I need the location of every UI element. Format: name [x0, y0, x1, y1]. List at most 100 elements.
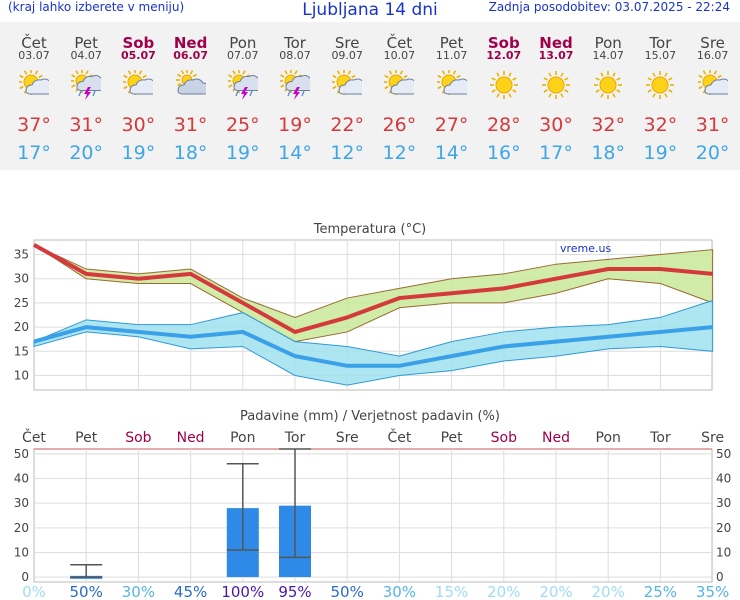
- precipitation-plot-area: [33, 448, 713, 583]
- day-column: Pon 14.07 32° 18°: [582, 22, 634, 170]
- y-tick-label-left: 30: [14, 496, 29, 510]
- day-date: 07.07: [227, 49, 259, 62]
- probability-label: 20%: [539, 583, 572, 600]
- series-min-line: [33, 325, 713, 368]
- max-temperature: 30°: [539, 114, 573, 136]
- day-name: Tor: [649, 34, 672, 52]
- series-max-line: [33, 243, 713, 335]
- x-tick-label: Pet: [75, 430, 98, 446]
- x-tick-label: Pet: [441, 430, 464, 446]
- day-date: 06.07: [173, 49, 208, 62]
- day-column: Pon 07.07 25° 19°: [217, 22, 269, 170]
- y-tick-label: 10: [14, 368, 29, 382]
- max-temperature: 32°: [643, 114, 678, 136]
- max-temperature: 19°: [278, 114, 312, 136]
- probability-label: 95%: [278, 583, 311, 600]
- day-date: 05.07: [120, 49, 156, 62]
- probability-label: 20%: [592, 583, 625, 600]
- thunderstorm-icon: [280, 70, 310, 100]
- max-temperature: 30°: [121, 114, 156, 136]
- min-temperature: 17°: [17, 142, 51, 164]
- day-column: Tor 08.07 19° 14°: [269, 22, 321, 170]
- x-tick-label: Sob: [125, 430, 151, 446]
- day-name: Ned: [539, 34, 573, 52]
- max-temperature: 37°: [17, 114, 51, 136]
- day-name: Čet: [386, 34, 413, 52]
- last-updated: Zadnja posodobitev: 03.07.2025 - 22:24: [488, 0, 730, 14]
- header: (kraj lahko izberete v meniju) Ljubljana…: [0, 0, 740, 22]
- x-tick-label: Čet: [387, 428, 411, 446]
- day-date: 03.07: [18, 49, 50, 62]
- sun-icon: [594, 71, 623, 99]
- probability-label: 25%: [644, 583, 677, 600]
- sun-cloud-icon: [123, 70, 154, 95]
- x-tick-label: Pon: [230, 430, 255, 446]
- max-temperature: 26°: [382, 114, 417, 136]
- day-column: Ned 13.07 30° 17°: [530, 22, 582, 170]
- max-temperature: 27°: [434, 114, 469, 136]
- y-tick-label: 30: [14, 272, 29, 286]
- probability-label: 50%: [331, 583, 364, 600]
- day-column: Čet 10.07 26° 12°: [373, 22, 425, 170]
- day-name: Pon: [229, 34, 257, 52]
- day-column: Sre 16.07 31° 20°: [687, 22, 739, 170]
- min-temperature: 12°: [330, 142, 365, 164]
- max-temperature: 32°: [591, 114, 626, 136]
- day-column: Pet 04.07 31° 20°: [60, 22, 112, 170]
- watermark: vreme.us: [560, 242, 612, 255]
- y-tick-label-left: 10: [14, 545, 29, 559]
- max-temperature: 25°: [225, 114, 260, 136]
- day-name: Sre: [334, 34, 360, 52]
- min-temperature: 18°: [591, 142, 626, 164]
- x-tick-label: Pon: [596, 430, 621, 446]
- sun-cloud-icon: [436, 70, 467, 95]
- sun-icon: [646, 71, 675, 99]
- day-name: Pet: [439, 34, 464, 52]
- min-temperature: 19°: [121, 142, 156, 164]
- day-column: Pet 11.07 27° 14°: [426, 22, 478, 170]
- day-name: Sre: [700, 34, 725, 52]
- day-column: Čet 03.07 37° 17°: [8, 22, 60, 170]
- min-temperature: 16°: [486, 142, 521, 164]
- thunderstorm-icon: [71, 70, 102, 100]
- temperature-chart: Temperatura (°C) 10 15 20 25 30 35 vreme.us: [14, 222, 714, 391]
- day-date: 10.07: [383, 49, 416, 62]
- day-name: Tor: [284, 34, 306, 52]
- min-temperature: 14°: [278, 142, 312, 164]
- x-tick-label: Ned: [542, 430, 570, 446]
- sun-cloud-icon: [697, 70, 728, 95]
- x-tick-label: Ned: [177, 430, 205, 446]
- probability-label: 35%: [696, 583, 729, 600]
- max-temperature: 31°: [69, 114, 104, 136]
- min-temperature: 18°: [173, 142, 208, 164]
- sun-cloud-icon: [332, 70, 363, 95]
- day-date: 08.07: [279, 49, 311, 62]
- min-temperature: 20°: [69, 142, 104, 164]
- y-tick-label-left: 0: [21, 570, 29, 584]
- precipitation-chart: Padavine (mm) / Verjetnost padavin (%) Če…: [14, 409, 732, 600]
- max-temperature: 22°: [330, 114, 365, 136]
- min-temperature: 14°: [434, 142, 469, 164]
- max-temperature: 28°: [486, 114, 521, 136]
- location-note[interactable]: (kraj lahko izberete v meniju): [8, 0, 185, 14]
- min-temperature: 19°: [643, 142, 678, 164]
- x-tick-label: Čet: [22, 428, 46, 446]
- day-date: 09.07: [331, 49, 363, 62]
- y-tick-label-right: 20: [716, 521, 731, 535]
- cloud-icon: [175, 70, 206, 95]
- min-temperature: 12°: [382, 142, 417, 164]
- y-tick-label-right: 40: [716, 472, 731, 486]
- probability-label: 0%: [22, 583, 46, 600]
- max-temperature: 31°: [695, 114, 730, 136]
- x-tick-label: Sre: [336, 430, 359, 446]
- min-temperature: 20°: [695, 142, 730, 164]
- day-date: 16.07: [696, 49, 729, 62]
- precipitation-chart-title: Padavine (mm) / Verjetnost padavin (%): [240, 409, 500, 424]
- max-temperature: 31°: [173, 114, 208, 136]
- day-date: 15.07: [644, 49, 677, 62]
- day-name: Sob: [122, 34, 155, 52]
- sun-icon: [542, 71, 570, 99]
- min-temperature: 17°: [539, 142, 573, 164]
- thunderstorm-icon: [227, 70, 258, 100]
- day-date: 12.07: [486, 49, 522, 62]
